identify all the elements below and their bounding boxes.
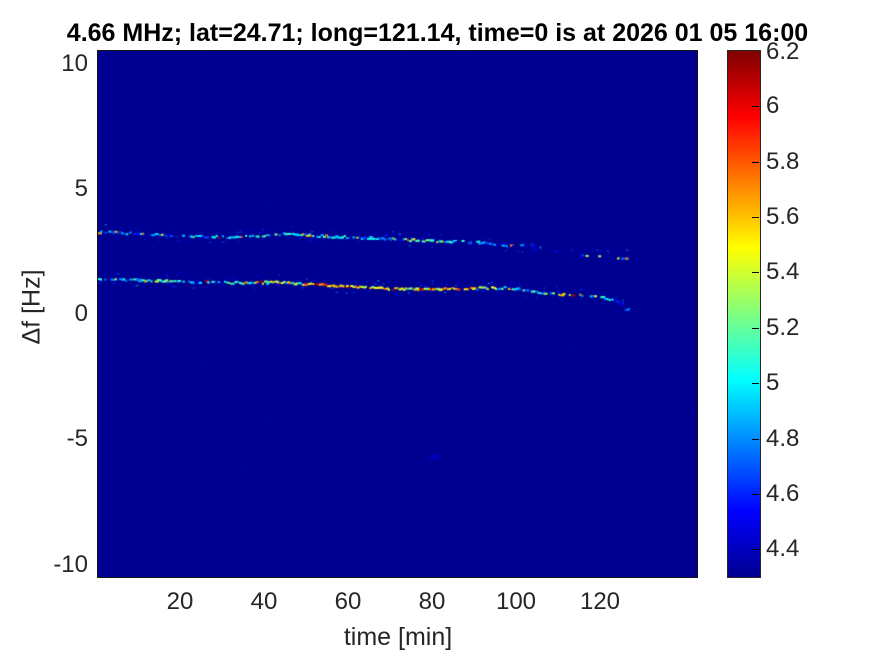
y-tick-label: -5 bbox=[66, 425, 88, 453]
y-tick-label: 0 bbox=[74, 300, 88, 327]
x-axis-label: time [min] bbox=[343, 623, 453, 651]
x-tick-label: 100 bbox=[495, 588, 537, 615]
colorbar-tick-label: 5 bbox=[766, 369, 780, 397]
spectrogram-heatmap bbox=[98, 51, 697, 577]
y-tick-label: -10 bbox=[53, 550, 88, 578]
colorbar-tick-mark bbox=[752, 161, 759, 163]
colorbar-tick-label: 5.4 bbox=[766, 258, 800, 286]
colorbar-tick-mark bbox=[752, 272, 759, 274]
colorbar-tick-mark bbox=[752, 106, 759, 108]
x-tick-label: 120 bbox=[579, 588, 621, 615]
colorbar-tick-label: 4.4 bbox=[766, 535, 800, 563]
colorbar-tick-label: 6.2 bbox=[766, 38, 800, 65]
colorbar-tick-label: 4.8 bbox=[766, 424, 800, 452]
colorbar-tick-label: 4.6 bbox=[766, 479, 800, 507]
colorbar-tick-mark bbox=[752, 327, 759, 329]
x-tick-label: 80 bbox=[418, 588, 446, 615]
colorbar-tick-label: 5.2 bbox=[766, 313, 800, 341]
colorbar bbox=[727, 50, 761, 578]
x-tick-label: 20 bbox=[166, 588, 194, 615]
plot-area bbox=[97, 50, 698, 578]
chart-title: 4.66 MHz; lat=24.71; long=121.14, time=0… bbox=[66, 19, 809, 47]
colorbar-tick-mark bbox=[752, 438, 759, 440]
colorbar-tick-label: 5.8 bbox=[766, 147, 800, 175]
y-tick-label: 5 bbox=[74, 174, 88, 202]
colorbar-tick-mark bbox=[752, 549, 759, 551]
x-tick-label: 60 bbox=[334, 588, 362, 615]
colorbar-tick-mark bbox=[752, 493, 759, 495]
colorbar-tick-mark bbox=[752, 383, 759, 385]
x-tick-label: 40 bbox=[250, 588, 278, 615]
colorbar-tick-label: 6 bbox=[766, 92, 780, 120]
colorbar-tick-label: 5.6 bbox=[766, 203, 800, 231]
colorbar-tick-mark bbox=[752, 217, 759, 219]
y-tick-label: 10 bbox=[61, 49, 88, 77]
